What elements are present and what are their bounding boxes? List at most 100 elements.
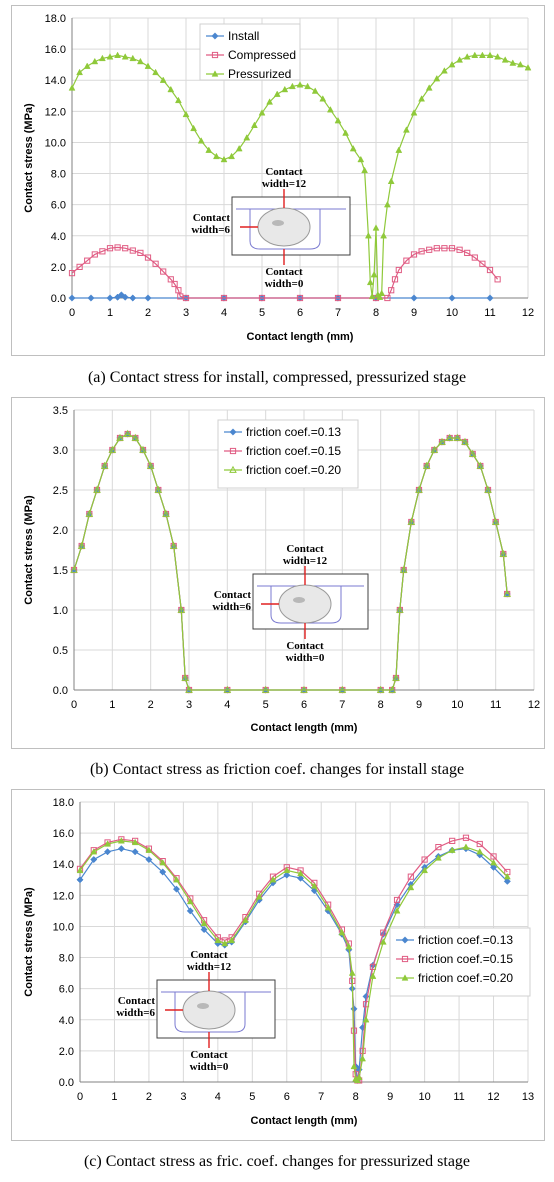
data-point bbox=[407, 873, 414, 880]
annotation-bottom: Contact bbox=[286, 640, 324, 652]
data-point bbox=[84, 257, 91, 264]
x-tick-label: 4 bbox=[215, 1091, 221, 1103]
x-tick-label: 11 bbox=[453, 1091, 464, 1103]
chart-a-caption: (a) Contact stress for install, compress… bbox=[87, 369, 467, 386]
y-tick-label: 8.0 bbox=[51, 169, 66, 181]
annotation-top: Contact bbox=[265, 166, 303, 178]
data-point bbox=[376, 685, 385, 693]
legend-box bbox=[389, 927, 531, 997]
x-tick-label: 2 bbox=[148, 699, 154, 711]
x-tick-label: 5 bbox=[259, 307, 265, 319]
data-point bbox=[478, 51, 486, 58]
data-point bbox=[235, 144, 243, 152]
x-tick-label: 1 bbox=[109, 699, 115, 711]
data-point bbox=[160, 268, 167, 275]
chart-b-caption: (b) Contact stress as friction coef. cha… bbox=[89, 761, 465, 778]
legend-marker bbox=[229, 465, 237, 473]
data-point bbox=[106, 53, 114, 60]
chart-c: 0.02.04.06.08.010.012.014.016.018.00 1 2 3 4… bbox=[23, 797, 534, 1127]
legend-label: friction coef.=0.20 bbox=[418, 971, 513, 985]
data-point bbox=[129, 54, 137, 62]
data-point bbox=[116, 433, 124, 441]
oring-highlight bbox=[293, 597, 305, 603]
data-point bbox=[362, 1016, 370, 1023]
annotation-left: Contact bbox=[193, 212, 231, 224]
data-point bbox=[174, 96, 182, 104]
data-point bbox=[468, 449, 477, 457]
oring-highlight bbox=[272, 220, 284, 226]
data-point bbox=[438, 437, 446, 445]
data-point bbox=[300, 685, 308, 693]
data-point bbox=[434, 854, 442, 861]
data-point bbox=[99, 248, 106, 255]
data-point bbox=[494, 276, 501, 283]
data-point bbox=[175, 287, 182, 294]
data-point bbox=[418, 95, 426, 102]
x-tick-label: 11 bbox=[490, 699, 501, 711]
data-point bbox=[484, 485, 492, 493]
legend-label: friction coef.=0.15 bbox=[418, 952, 513, 966]
data-point bbox=[433, 245, 440, 252]
data-point bbox=[476, 461, 485, 469]
x-tick-label: 7 bbox=[335, 307, 341, 319]
data-point bbox=[114, 51, 122, 58]
y-tick-label: 1.5 bbox=[53, 565, 68, 577]
data-point bbox=[162, 509, 170, 517]
series-3 bbox=[76, 837, 511, 1084]
data-point bbox=[104, 840, 111, 847]
x-tick-label: 6 bbox=[284, 1091, 290, 1103]
y-tick-label: 12.0 bbox=[53, 890, 74, 902]
series-2 bbox=[68, 244, 501, 302]
data-point bbox=[441, 245, 448, 252]
x-tick-label: 2 bbox=[145, 307, 151, 319]
y-tick-label: 3.5 bbox=[53, 405, 68, 417]
data-point bbox=[98, 54, 106, 62]
contact-inset: Contactwidth=12Contactwidth=6Contactwidt… bbox=[116, 949, 276, 1073]
annotation-left: width=6 bbox=[191, 224, 230, 236]
data-point bbox=[379, 938, 387, 945]
data-point bbox=[462, 843, 470, 850]
data-point bbox=[499, 549, 508, 557]
data-point bbox=[311, 87, 319, 94]
y-tick-label: 12.0 bbox=[45, 106, 66, 118]
x-tick-label: 8 bbox=[373, 307, 379, 319]
data-point bbox=[503, 877, 511, 885]
x-axis-title: Contact length (mm) bbox=[247, 331, 354, 343]
data-point bbox=[106, 245, 114, 252]
y-tick-label: 14.0 bbox=[45, 75, 66, 87]
data-point bbox=[378, 289, 386, 296]
y-tick-label: 10.0 bbox=[45, 137, 66, 149]
data-point bbox=[395, 605, 404, 613]
data-point bbox=[395, 266, 402, 274]
data-point bbox=[334, 294, 342, 302]
y-tick-label: 0.0 bbox=[59, 1077, 74, 1089]
y-tick-label: 1.0 bbox=[53, 605, 68, 617]
series-1 bbox=[68, 291, 494, 302]
data-point bbox=[144, 62, 152, 69]
x-tick-label: 6 bbox=[297, 307, 303, 319]
x-tick-label: 2 bbox=[146, 1091, 152, 1103]
y-tick-label: 6.0 bbox=[51, 200, 66, 212]
data-point bbox=[383, 200, 391, 208]
annotation-top: Contact bbox=[190, 949, 228, 961]
data-point bbox=[353, 1076, 361, 1084]
data-point bbox=[448, 846, 456, 853]
data-point bbox=[297, 874, 305, 882]
x-tick-label: 3 bbox=[180, 1091, 186, 1103]
inset-groove bbox=[174, 992, 246, 1033]
data-point bbox=[131, 433, 140, 441]
data-point bbox=[87, 294, 95, 302]
data-point bbox=[159, 858, 167, 866]
data-point bbox=[445, 433, 454, 441]
data-point bbox=[310, 882, 318, 889]
data-point bbox=[399, 565, 408, 573]
x-tick-label: 1 bbox=[107, 307, 113, 319]
data-point bbox=[456, 56, 464, 63]
annotation-bottom: Contact bbox=[190, 1049, 228, 1061]
data-point bbox=[91, 251, 98, 258]
data-point bbox=[503, 872, 511, 880]
data-point bbox=[410, 294, 418, 302]
data-point bbox=[345, 942, 353, 950]
data-point bbox=[83, 62, 91, 69]
data-point bbox=[212, 152, 220, 160]
